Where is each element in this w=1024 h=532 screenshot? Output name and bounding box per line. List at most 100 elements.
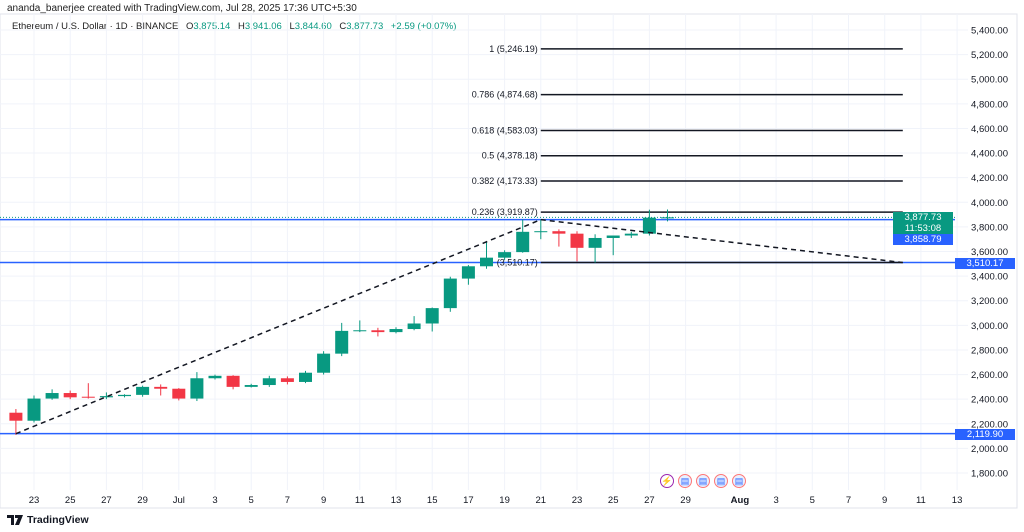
candle-body [45, 393, 59, 399]
candle-body [208, 375, 222, 379]
x-axis-tick-label: 27 [644, 495, 655, 506]
candle [443, 276, 457, 312]
candle [480, 241, 493, 269]
candle [118, 394, 131, 398]
candle [588, 234, 602, 263]
tradingview-logo[interactable]: TradingView [7, 514, 89, 526]
candle [461, 265, 475, 285]
low-label: L [289, 21, 295, 32]
candle [407, 316, 421, 331]
x-axis-tick-label: 9 [321, 495, 326, 506]
high-label: H [237, 21, 245, 32]
candle-body [642, 217, 656, 234]
x-axis-tick-label: 21 [536, 495, 547, 506]
candle-body [480, 257, 493, 267]
candle [534, 219, 548, 240]
fib-level-label: 0.382 (4,173.33) [472, 176, 538, 186]
x-axis-tick-label: Aug [731, 495, 750, 506]
candle-body [190, 378, 204, 399]
candle [570, 231, 584, 262]
fib-level-label: 0.236 (3,919.87) [472, 207, 538, 217]
x-axis-tick-label: 5 [249, 495, 254, 506]
x-axis-tick-label: 19 [499, 495, 510, 506]
x-axis-tick-label: 3 [212, 495, 217, 506]
y-axis-tick-label: 4,400.00 [971, 149, 1008, 160]
candle-body [154, 386, 168, 389]
candle-body [461, 266, 475, 279]
candle [172, 388, 186, 401]
x-axis-tick-label: 29 [137, 495, 148, 506]
x-axis-tick-label: 15 [427, 495, 438, 506]
trend-line-dashed [15, 218, 542, 435]
x-axis-tick-label: 3 [773, 495, 778, 506]
level-mid-badge: 3,510.17 [955, 258, 1015, 269]
y-axis-tick-label: 2,400.00 [971, 395, 1008, 406]
candle-body [262, 378, 276, 386]
fib-level-label: 0.786 (4,874.68) [472, 90, 538, 100]
candle [516, 219, 530, 253]
x-axis-tick-label: 9 [882, 495, 887, 506]
x-axis-tick-label: 29 [680, 495, 691, 506]
x-axis-tick-label: 13 [391, 495, 402, 506]
candle [9, 409, 23, 435]
x-axis-tick-label: Jul [173, 495, 185, 506]
candle [425, 307, 439, 332]
y-axis-tick-label: 5,400.00 [971, 26, 1008, 37]
candle-body [244, 385, 258, 387]
level-high-badge: 3,858.79 [893, 234, 953, 245]
candle [244, 383, 258, 388]
candle [190, 372, 204, 402]
symbol-name[interactable]: Ethereum / U.S. Dollar · 1D · BINANCE [12, 21, 179, 32]
candle [642, 209, 656, 236]
candle [624, 231, 638, 238]
candle-body [9, 412, 23, 421]
candle-body [118, 394, 131, 397]
lightning-icon[interactable]: ⚡ [660, 474, 674, 488]
x-axis-tick-label: 23 [572, 495, 583, 506]
candle-body [516, 231, 530, 253]
candle [280, 376, 294, 385]
open-label: O [185, 21, 194, 32]
us-flag-icon[interactable]: ▤ [732, 474, 746, 488]
candle-body [353, 330, 367, 332]
x-axis-tick-label: 23 [29, 495, 40, 506]
candle-body [317, 353, 331, 373]
candle [81, 383, 95, 399]
candle [389, 327, 403, 334]
y-axis-tick-label: 3,000.00 [971, 321, 1008, 332]
candle [208, 374, 222, 380]
candle-body [299, 372, 312, 382]
y-axis-tick-label: 4,800.00 [971, 99, 1008, 110]
candle-body [425, 308, 439, 324]
logo-text: TradingView [27, 514, 89, 526]
candle [262, 375, 276, 387]
candle-body [606, 235, 620, 238]
candle [136, 385, 150, 397]
us-flag-icon[interactable]: ▤ [714, 474, 728, 488]
symbol-legend: Ethereum / U.S. Dollar · 1D · BINANCE O 3… [12, 21, 456, 32]
fib-level-label: 1 (5,246.19) [489, 44, 538, 54]
candle [63, 390, 77, 400]
last-price-badge: 3,877.73 [893, 212, 953, 223]
candle-body [552, 231, 566, 234]
candle-body [588, 237, 602, 248]
candle-body [570, 233, 584, 248]
us-flag-icon[interactable]: ▤ [696, 474, 710, 488]
candle-body [226, 375, 240, 387]
candle-body [335, 330, 349, 354]
y-axis-tick-label: 4,600.00 [971, 124, 1008, 135]
y-axis-tick-label: 4,000.00 [971, 198, 1008, 209]
x-axis-tick-label: 25 [65, 495, 76, 506]
y-axis-tick-label: 3,200.00 [971, 296, 1008, 307]
x-axis-tick-label: 13 [952, 495, 963, 506]
candle [99, 392, 113, 400]
candle-body [498, 252, 512, 258]
x-axis-tick-label: 11 [916, 495, 926, 506]
us-flag-icon[interactable]: ▤ [678, 474, 692, 488]
x-axis-tick-label: 5 [810, 495, 815, 506]
candle [335, 322, 349, 357]
y-axis-tick-label: 2,200.00 [971, 419, 1008, 430]
change-value: +2.59 (+0.07%) [390, 21, 457, 32]
close-value: 3,877.73 [346, 21, 384, 32]
